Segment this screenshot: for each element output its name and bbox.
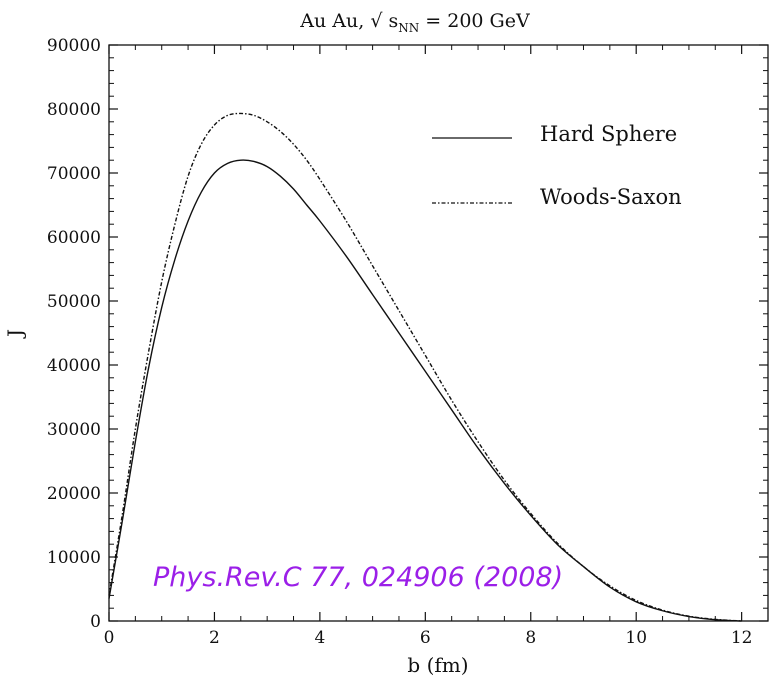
y-tick-label: 40000 <box>47 356 101 376</box>
x-tick-label: 2 <box>209 628 220 648</box>
y-tick-label: 60000 <box>47 228 101 248</box>
x-tick-label: 10 <box>625 628 647 648</box>
y-tick-label: 20000 <box>47 484 101 504</box>
x-tick-label: 0 <box>104 628 115 648</box>
chart-title: Au Au, √ sNN = 200 GeV <box>299 10 530 35</box>
y-tick-label: 10000 <box>47 548 101 568</box>
citation-annotation: Phys.Rev.C 77, 024906 (2008) <box>153 562 563 593</box>
y-tick-label: 70000 <box>47 164 101 184</box>
chart-title-subscript: NN <box>398 21 419 35</box>
legend-label-hard-sphere: Hard Sphere <box>540 122 677 146</box>
legend-label-woods-saxon: Woods-Saxon <box>540 185 682 209</box>
x-tick-label: 8 <box>525 628 536 648</box>
x-tick-labels: 0 2 4 6 8 10 12 <box>104 628 753 648</box>
axis-ticks <box>108 44 768 622</box>
x-tick-label: 4 <box>314 628 325 648</box>
plot-frame <box>108 44 769 622</box>
x-tick-label: 6 <box>420 628 431 648</box>
series-line-woods-saxon <box>108 112 742 622</box>
x-tick-label: 12 <box>731 628 753 648</box>
y-tick-label: 80000 <box>47 100 101 120</box>
y-tick-label: 30000 <box>47 420 101 440</box>
y-tick-label: 50000 <box>47 292 101 312</box>
x-axis-label: b (fm) <box>407 653 468 677</box>
y-axis-label: J <box>3 329 27 339</box>
series-line-hard-sphere <box>108 159 742 622</box>
chart-title-tail: = 200 GeV <box>419 10 530 32</box>
legend: Hard Sphere Woods-Saxon <box>432 122 682 209</box>
y-tick-label: 90000 <box>47 36 101 56</box>
y-tick-labels: 0 10000 20000 30000 40000 50000 60000 70000 8000… <box>47 36 101 632</box>
series-layer <box>108 112 742 622</box>
chart-title-main: Au Au, √ s <box>299 10 398 32</box>
y-tick-label: 0 <box>90 612 101 632</box>
